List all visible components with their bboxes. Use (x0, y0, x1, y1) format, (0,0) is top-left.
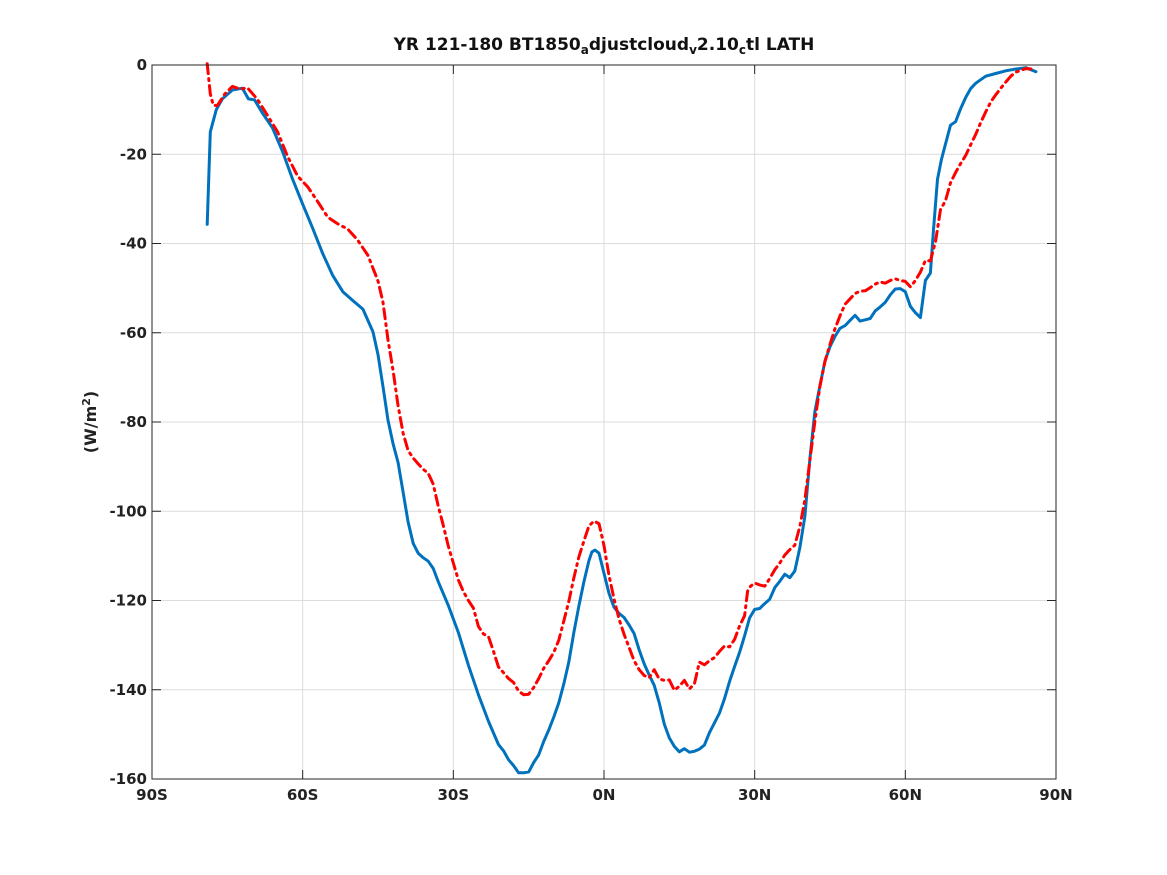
y-tick-label: -120 (109, 592, 147, 610)
x-tick-label: 0N (593, 786, 616, 804)
title-subscript: c (739, 43, 746, 57)
y-tick-label: -160 (109, 770, 147, 788)
series-line-1 (205, 66, 1038, 775)
y-label-superscript: 2 (80, 398, 93, 406)
y-label-text: (W/m (81, 406, 100, 453)
series-layer (205, 62, 1038, 775)
series-line-2 (205, 62, 1033, 697)
chart-title: YR 121-180 BT1850adjustcloudv2.10ctl LAT… (393, 35, 815, 57)
y-label-close: ) (81, 391, 100, 398)
y-tick-label: -60 (120, 324, 147, 342)
title-subscript: v (689, 43, 697, 57)
title-segment: tl LATH (746, 35, 814, 55)
y-tick-labels: 0 -20 -40 -60 -80 -100 -120 -140 -160 (109, 56, 147, 788)
title-segment: djustcloud (589, 35, 689, 55)
x-tick-label: 30N (738, 786, 771, 804)
x-tick-label: 60S (287, 786, 319, 804)
y-axis-label: (W/m2) (80, 391, 100, 453)
title-segment: 2.10 (697, 35, 739, 55)
x-tick-label: 90N (1039, 786, 1072, 804)
y-tick-label: -80 (120, 413, 147, 431)
y-tick-label: 0 (137, 56, 147, 74)
title-subscript: a (581, 43, 589, 57)
y-tick-label: -140 (109, 681, 147, 699)
y-tick-label: -100 (109, 502, 147, 520)
title-segment: YR 121-180 BT1850 (393, 35, 581, 55)
y-tick-label: -40 (120, 235, 147, 253)
x-tick-label: 60N (889, 786, 922, 804)
y-tick-label: -20 (120, 145, 147, 163)
x-tick-label: 90S (136, 786, 168, 804)
tick-marks (151, 64, 1057, 780)
x-tick-label: 30S (437, 786, 469, 804)
x-tick-labels: 90S 60S 30S 0N 30N 60N 90N (136, 786, 1073, 804)
